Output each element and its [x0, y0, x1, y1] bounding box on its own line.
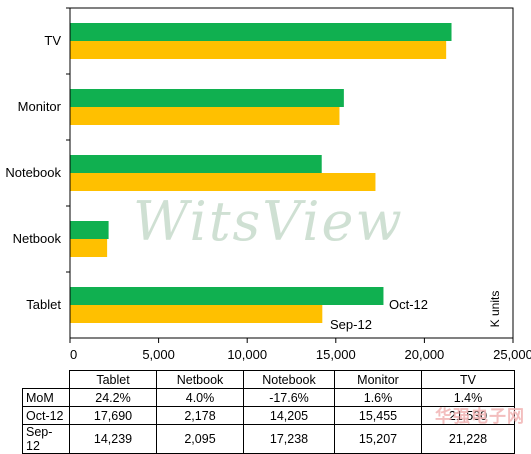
table-cell: 15,455 — [334, 406, 422, 425]
table-cell: 14,205 — [243, 406, 335, 425]
x-tick-label: 25,000 — [493, 347, 531, 362]
column-header-monitor: Monitor — [334, 370, 422, 389]
column-header-netbook: Netbook — [156, 370, 244, 389]
category-label-netbook: Netbook — [13, 231, 62, 246]
category-label-notebook: Notebook — [5, 165, 61, 180]
column-header-tablet: Tablet — [69, 370, 157, 389]
table-cell: 17,690 — [69, 406, 157, 425]
table-cell: 2,095 — [156, 424, 244, 454]
row-label-mom: MoM — [22, 388, 70, 407]
plot-area — [69, 7, 514, 339]
bar-notebook-sep-12 — [70, 173, 376, 191]
bar-tv-oct-12 — [70, 23, 452, 41]
bar-monitor-sep-12 — [70, 107, 340, 125]
bar-notebook-oct-12 — [70, 155, 322, 173]
table-cell: 1.4% — [421, 388, 515, 407]
y-axis-label: K units — [488, 291, 502, 328]
bar-tablet-oct-12 — [70, 287, 384, 305]
table-cell: 1.6% — [334, 388, 422, 407]
table-cell: 14,239 — [69, 424, 157, 454]
watermark: WitsView — [133, 190, 404, 253]
column-header-tv: TV — [421, 370, 515, 389]
table-row: Oct-12 17,690 2,178 14,205 15,455 21,530 — [22, 406, 515, 425]
x-tick-label: 0 — [70, 347, 77, 362]
category-label-monitor: Monitor — [18, 99, 62, 114]
bar-netbook-sep-12 — [70, 239, 108, 257]
bar-tv-sep-12 — [70, 41, 447, 59]
category-label-tv: TV — [44, 33, 61, 48]
x-tick-label: 15,000 — [316, 347, 356, 362]
table-cell: 24.2% — [69, 388, 157, 407]
table-cell: 4.0% — [156, 388, 244, 407]
x-tick-label: 5,000 — [142, 347, 175, 362]
category-label-tablet: Tablet — [26, 297, 61, 312]
table-cell: 21,228 — [421, 424, 515, 454]
data-table: Tablet Netbook Notebook Monitor TV MoM 2… — [22, 370, 515, 454]
x-tick-label: 20,000 — [405, 347, 445, 362]
column-header-notebook: Notebook — [243, 370, 335, 389]
table-cell: -17.6% — [243, 388, 335, 407]
table-corner — [22, 370, 70, 389]
x-tick-label: 10,000 — [227, 347, 267, 362]
source-stamp: 华强电子网 — [435, 407, 525, 426]
bar-chart: WitsView 0 5,000 10,000 15,000 20,000 25,000 … — [5, 7, 531, 362]
bar-monitor-oct-12 — [70, 89, 344, 107]
table-row: Sep-12 14,239 2,095 17,238 15,207 21,228 — [22, 424, 515, 454]
table-cell: 2,178 — [156, 406, 244, 425]
bar-tablet-sep-12 — [70, 305, 323, 323]
series-label-oct-12: Oct-12 — [389, 297, 428, 312]
row-label-oct-12: Oct-12 — [22, 406, 70, 425]
series-label-sep-12: Sep-12 — [330, 317, 372, 332]
row-label-sep-12: Sep-12 — [22, 424, 70, 454]
table-cell: 15,207 — [334, 424, 422, 454]
table-header-row: Tablet Netbook Notebook Monitor TV — [22, 370, 515, 389]
bar-netbook-oct-12 — [70, 221, 109, 239]
table-cell: 17,238 — [243, 424, 335, 454]
